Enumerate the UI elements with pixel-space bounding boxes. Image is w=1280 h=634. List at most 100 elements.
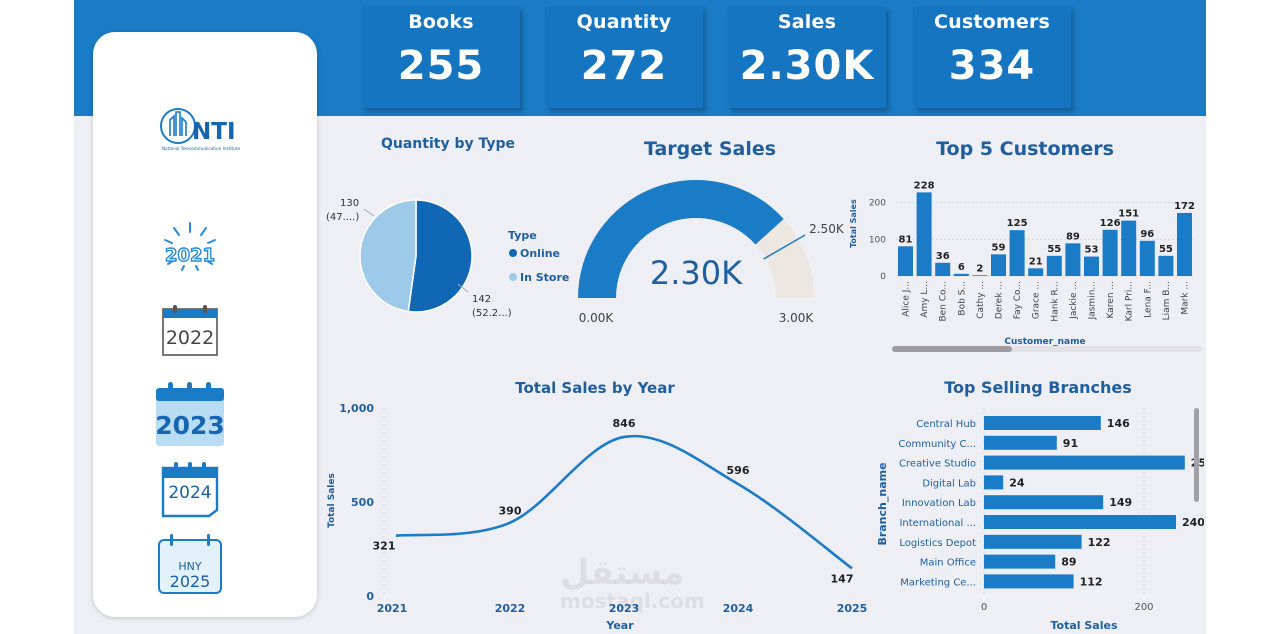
bar-data-label: 149 [1109, 496, 1132, 509]
branches-chart-title: Top Selling Branches [944, 378, 1132, 397]
bar-data-label: 91 [1063, 437, 1078, 450]
x-tick-label: 2022 [495, 602, 526, 615]
pie-leader-line [457, 283, 469, 293]
bar-data-label: 125 [1007, 218, 1028, 229]
gauge-value-arc [578, 179, 784, 298]
kpi-card-sales: Sales 2.30K [728, 6, 886, 108]
pie-slice-in-store [359, 199, 417, 313]
year-label: 2025 [170, 572, 211, 591]
bar [984, 515, 1176, 529]
bar [972, 275, 988, 276]
year-filter-2021[interactable]: 2021 [160, 220, 220, 280]
y-tick-label: Central Hub [916, 419, 976, 430]
x-tick-label: Alice J... [902, 281, 912, 317]
x-tick-label: Amy L... [920, 281, 930, 318]
kpi-title: Sales [777, 11, 837, 33]
x-axis-label: Customer_name [1004, 337, 1085, 347]
bar-data-label: 126 [1100, 218, 1121, 229]
bar-data-label: 6 [958, 262, 965, 273]
pie-data-label: (47....) [326, 212, 359, 223]
kpi-value: 2.30K [739, 43, 875, 89]
pie-legend-title: Type [508, 229, 537, 242]
x-tick-label: Jackie ... [1069, 281, 1079, 320]
bar [1139, 240, 1155, 276]
bar [1121, 220, 1137, 276]
bar [1009, 230, 1025, 276]
year-label-hny: HNY [178, 560, 202, 573]
bar-data-label: 59 [992, 242, 1006, 253]
gauge-chart: 2.50K 2.30K 0.00K 3.00K [578, 179, 845, 325]
kpi-card-books: Books 255 [362, 6, 520, 108]
year-label: 2023 [155, 411, 225, 440]
bar [898, 246, 913, 276]
x-axis-label: Year [605, 619, 634, 632]
x-tick-label: Grace ... [1032, 281, 1042, 319]
kpi-value: 255 [397, 43, 485, 89]
y-tick-label: Digital Lab [922, 478, 976, 489]
customers-bar-chart: 0 100 200 Total Sales 81 Alice J... 228 Amy L..… [849, 180, 1202, 352]
year-filter-2024[interactable]: 2024 [160, 460, 220, 518]
bar [984, 574, 1074, 589]
calendar-icon [156, 388, 224, 446]
pie-leader-line [363, 208, 375, 217]
gauge-min-label: 0.00K [579, 311, 615, 325]
y-tick-label: 100 [869, 235, 886, 245]
bar-data-label: 24 [1009, 476, 1025, 489]
year-label: 2024 [168, 483, 211, 503]
year-filter-2025[interactable]: HNY 2025 [156, 532, 224, 596]
logo-text: NTI [192, 119, 236, 145]
line-data-label: 846 [613, 417, 636, 430]
bar [1102, 229, 1118, 276]
line-data-label: 390 [499, 505, 522, 518]
y-tick-label: International ... [899, 518, 976, 529]
x-tick-label: Bob S... [957, 281, 967, 316]
bar [916, 192, 932, 276]
bar-data-label: 89 [1066, 231, 1080, 242]
kpi-value: 334 [948, 43, 1036, 89]
y-tick-label: 200 [869, 199, 886, 209]
pie-legend-marker [509, 273, 517, 281]
x-tick-label: 0 [981, 602, 987, 613]
gauge-chart-title: Target Sales [643, 138, 777, 160]
pie-chart: 142 (52.2...) 130 (47....) Type Online In Stor… [326, 198, 569, 319]
bar-data-label: 151 [1118, 209, 1139, 220]
bar [984, 455, 1185, 470]
year-filter-2022[interactable]: 2022 [161, 303, 219, 357]
y-axis-label: Total Sales [849, 199, 858, 248]
gauge-max-label: 3.00K [779, 311, 815, 325]
gauge-target-marker [763, 234, 806, 260]
pie-chart-title: Quantity by Type [380, 136, 516, 152]
x-tick-label: Cathy ... [976, 281, 986, 319]
vertical-scrollbar-thumb[interactable] [1194, 408, 1199, 502]
bar [1084, 256, 1099, 276]
x-tick-label: Liam B... [1162, 281, 1172, 320]
y-tick-label: 0 [366, 590, 374, 603]
bar [984, 435, 1057, 450]
bar [984, 554, 1056, 569]
bar-data-label: 55 [1047, 244, 1061, 255]
x-axis-label: Total Sales [1050, 619, 1117, 632]
x-tick-label: Karl Pri... [1125, 281, 1135, 321]
kpi-card-quantity: Quantity 272 [545, 6, 703, 108]
pie-data-label: (52.2...) [472, 308, 512, 319]
y-tick-label: 0 [880, 272, 886, 282]
y-tick-label: Marketing Ce... [900, 577, 976, 588]
sales-line [395, 434, 853, 570]
y-tick-label: Creative Studio [899, 459, 976, 470]
x-tick-label: 2024 [723, 602, 754, 615]
customers-chart-title: Top 5 Customers [936, 138, 1114, 160]
line-data-label: 321 [373, 540, 396, 553]
kpi-title: Customers [933, 11, 1051, 33]
bar-data-label: 240 [1182, 516, 1204, 529]
pie-legend-marker [509, 249, 517, 257]
gauge-value-label: 2.30K [650, 254, 743, 292]
pie-legend-label: Online [520, 247, 560, 260]
calendar-header [163, 309, 217, 318]
bar-data-label: 53 [1085, 245, 1099, 256]
bar [953, 273, 969, 276]
pie-legend-label: In Store [520, 271, 569, 284]
bar [935, 262, 951, 276]
year-filter-2023[interactable]: 2023 [154, 380, 226, 448]
nti-logo: NTI National Telecommunication Institute [160, 108, 240, 151]
bar-data-label: 36 [936, 251, 950, 262]
